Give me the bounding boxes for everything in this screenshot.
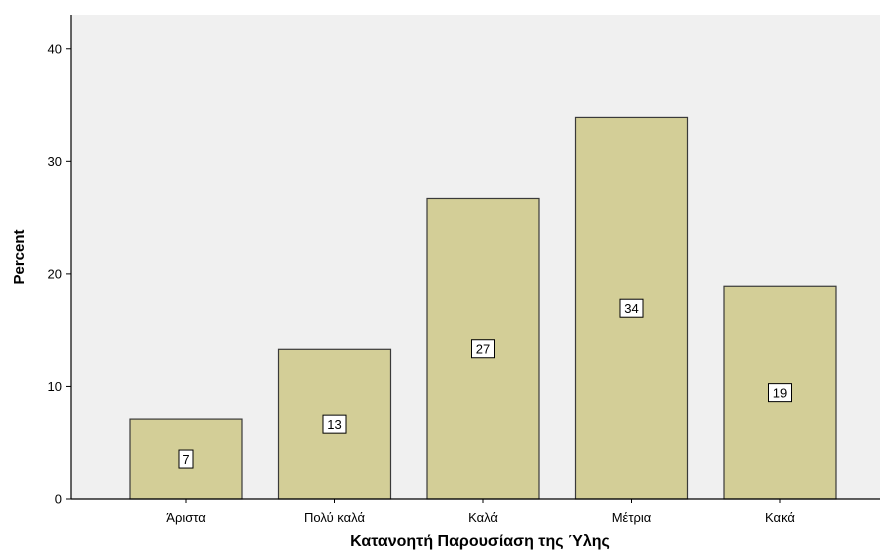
y-axis-title: Percent [11,229,28,284]
x-tick-label: Κακά [765,510,795,525]
x-tick-label: Πολύ καλά [304,510,365,525]
data-label-box [178,449,194,469]
y-tick-label: 40 [48,41,62,56]
data-label: 13 [327,417,341,432]
y-tick-label: 20 [48,266,62,281]
bars-layer: 7 13 27 34 19 [129,116,837,500]
axes-layer: Άριστα Πολύ καλά Καλά Μέτρια Κακά 0 10 20 30 40 [48,15,880,525]
x-tick-label: Καλά [468,510,498,525]
data-label: 27 [476,342,490,357]
data-label-box [619,298,644,318]
data-label-box [471,339,495,359]
x-axis-title: Κατανοητή Παρουσίαση της Ύλης [350,533,610,550]
data-label-box [768,383,792,403]
data-label-box [322,414,347,434]
data-label: 19 [773,386,787,401]
y-tick-label: 30 [48,154,62,169]
x-tick-label: Άριστα [166,510,206,525]
data-label: 34 [624,301,638,316]
x-tick-label: Μέτρια [612,510,652,525]
data-label: 7 [182,452,189,467]
y-tick-label: 10 [48,379,62,394]
y-tick-label: 0 [55,492,62,507]
